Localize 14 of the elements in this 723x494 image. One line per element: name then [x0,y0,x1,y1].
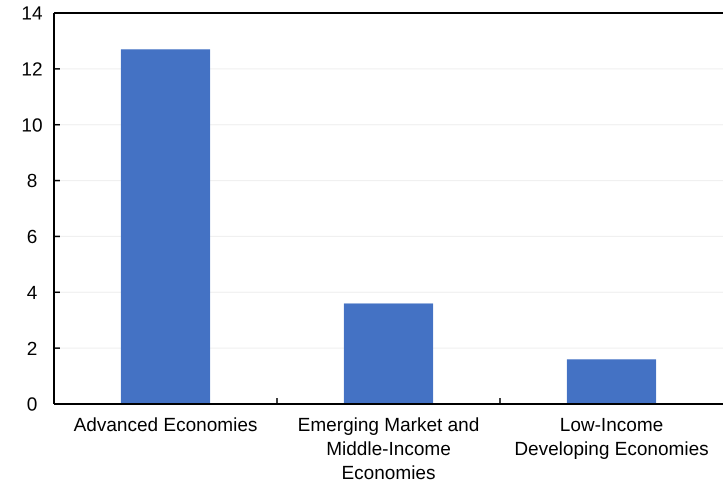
y-tick-label: 12 [21,60,43,81]
y-tick-label: 10 [21,115,43,136]
y-tick-label: 8 [26,171,38,192]
y-tick-label: 6 [26,227,38,248]
y-tick-label: 4 [26,282,38,304]
x-tick-label: Low-Income Developing Economies [514,415,709,460]
bar [120,49,210,404]
y-tick-label: 14 [21,4,43,25]
bar [344,303,434,404]
bar [566,359,656,404]
x-tick-label: Advanced Economies [74,415,258,436]
y-tick-label: 2 [26,338,38,360]
x-tick-label: Emerging Market and Middle-Income Economies [298,415,480,484]
y-tick-label: 0 [26,394,38,416]
